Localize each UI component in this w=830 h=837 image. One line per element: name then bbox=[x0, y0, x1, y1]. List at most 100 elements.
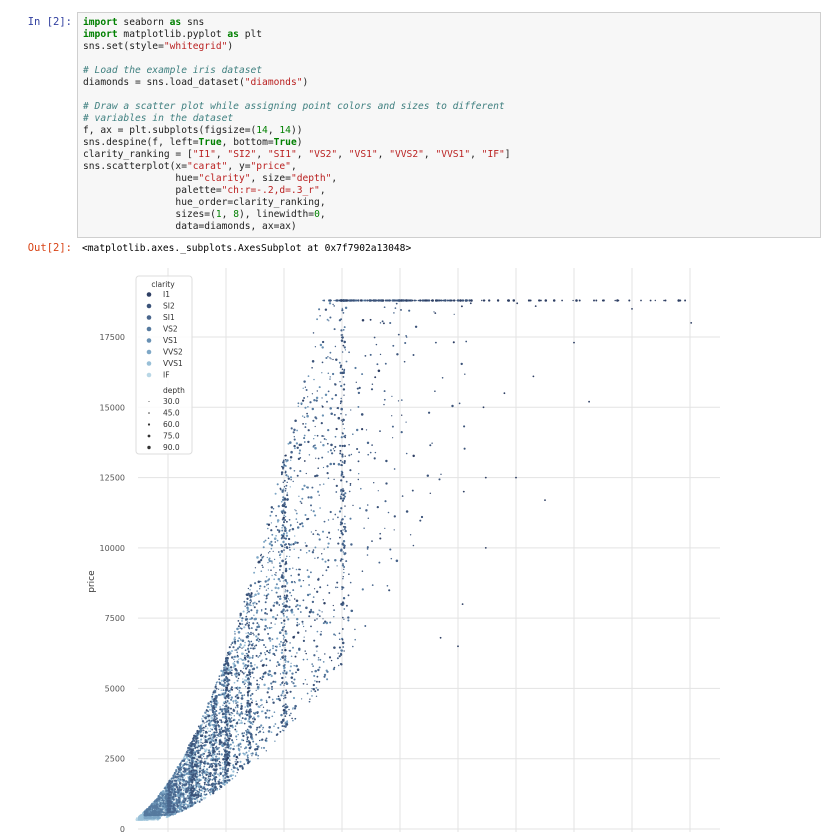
data-point bbox=[339, 495, 342, 498]
data-point bbox=[355, 428, 359, 432]
data-point bbox=[288, 555, 291, 558]
data-point bbox=[245, 758, 247, 761]
data-point bbox=[236, 660, 239, 663]
data-point bbox=[295, 442, 299, 445]
data-point bbox=[179, 765, 182, 767]
data-point bbox=[188, 799, 190, 802]
data-point bbox=[232, 766, 236, 769]
data-point bbox=[185, 780, 187, 782]
data-point bbox=[156, 811, 160, 814]
data-point bbox=[237, 658, 240, 661]
data-point bbox=[240, 658, 243, 660]
data-point bbox=[251, 699, 254, 701]
data-point bbox=[340, 474, 343, 477]
code-token: ] bbox=[504, 149, 511, 160]
data-point bbox=[247, 695, 249, 698]
data-point bbox=[161, 794, 165, 797]
code-token: , bbox=[470, 149, 482, 160]
data-point bbox=[340, 384, 343, 388]
data-point bbox=[302, 625, 305, 628]
data-point bbox=[293, 436, 295, 438]
code-token: "IF" bbox=[481, 149, 505, 160]
data-point bbox=[340, 329, 343, 332]
data-point bbox=[185, 753, 188, 756]
data-point bbox=[176, 803, 178, 806]
data-point bbox=[282, 634, 285, 637]
data-point bbox=[247, 610, 251, 613]
data-point bbox=[268, 542, 272, 546]
code-text[interactable]: import seaborn as sns import matplotlib.… bbox=[83, 17, 815, 233]
code-editor[interactable]: import seaborn as sns import matplotlib.… bbox=[77, 12, 821, 238]
data-point bbox=[324, 560, 327, 563]
data-point bbox=[302, 599, 305, 602]
data-point bbox=[301, 525, 304, 528]
data-point bbox=[154, 816, 157, 819]
code-token: 0 bbox=[314, 209, 320, 220]
data-point bbox=[198, 789, 201, 792]
data-point bbox=[236, 651, 239, 654]
data-point bbox=[223, 681, 226, 684]
data-point bbox=[281, 644, 285, 647]
data-point bbox=[234, 636, 236, 639]
data-point bbox=[221, 766, 224, 769]
data-point bbox=[237, 747, 240, 750]
data-point bbox=[220, 683, 224, 686]
data-point bbox=[292, 696, 296, 700]
data-point bbox=[213, 783, 217, 786]
data-point bbox=[269, 673, 272, 676]
data-point bbox=[294, 704, 297, 708]
data-point bbox=[232, 747, 235, 751]
data-point bbox=[173, 808, 177, 812]
data-point bbox=[187, 767, 191, 770]
data-point bbox=[241, 680, 245, 684]
data-point bbox=[330, 452, 334, 455]
data-point bbox=[327, 542, 330, 545]
data-point bbox=[272, 644, 275, 647]
data-point bbox=[294, 541, 297, 544]
data-point bbox=[205, 768, 209, 771]
data-point bbox=[193, 797, 197, 801]
data-point bbox=[289, 665, 292, 668]
data-point bbox=[257, 623, 260, 626]
data-point bbox=[185, 751, 188, 753]
data-point bbox=[290, 655, 293, 658]
data-point bbox=[244, 706, 246, 708]
data-point bbox=[255, 700, 257, 703]
data-point bbox=[275, 698, 278, 700]
data-point bbox=[188, 744, 191, 747]
data-point bbox=[167, 811, 170, 814]
data-point bbox=[198, 779, 201, 782]
data-point bbox=[273, 558, 276, 561]
data-point bbox=[297, 402, 300, 405]
data-point bbox=[293, 685, 296, 687]
data-point bbox=[240, 652, 244, 655]
data-point bbox=[292, 682, 295, 685]
data-point bbox=[331, 372, 335, 376]
data-point bbox=[383, 306, 386, 309]
data-point bbox=[296, 521, 299, 523]
data-point bbox=[244, 605, 246, 608]
data-point bbox=[244, 679, 246, 681]
data-point bbox=[352, 433, 354, 435]
data-point bbox=[184, 769, 187, 771]
data-point bbox=[187, 763, 189, 766]
data-point bbox=[365, 509, 368, 512]
data-point bbox=[302, 623, 304, 625]
data-point bbox=[268, 637, 271, 640]
data-point bbox=[285, 660, 287, 662]
data-point bbox=[344, 522, 346, 525]
data-point bbox=[358, 451, 360, 454]
data-point bbox=[309, 401, 312, 404]
data-point bbox=[185, 783, 188, 785]
data-point bbox=[168, 781, 171, 784]
data-point bbox=[201, 720, 205, 723]
data-point bbox=[255, 635, 258, 638]
data-point bbox=[229, 671, 233, 675]
data-point bbox=[264, 624, 267, 628]
data-point bbox=[220, 753, 223, 756]
data-point bbox=[264, 646, 267, 648]
data-point bbox=[242, 667, 245, 669]
data-point bbox=[254, 664, 256, 666]
data-point bbox=[315, 687, 318, 689]
data-point bbox=[203, 765, 206, 768]
